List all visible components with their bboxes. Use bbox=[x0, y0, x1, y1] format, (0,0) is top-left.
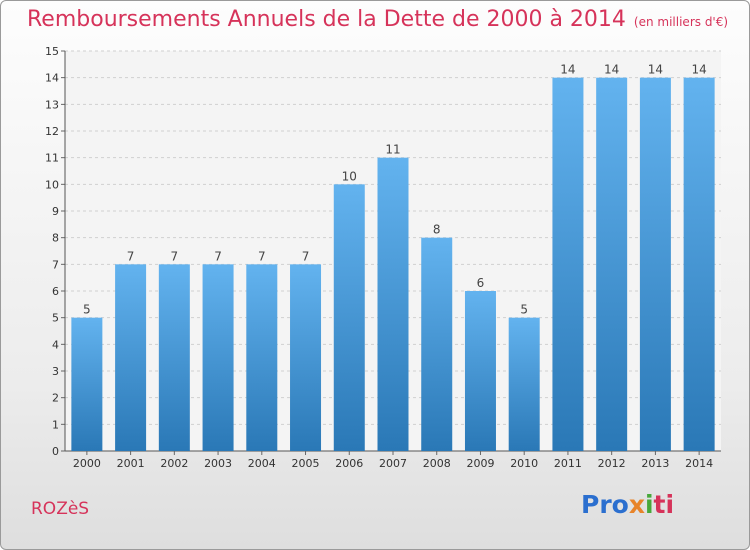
x-tick-label: 2007 bbox=[379, 457, 407, 470]
data-label: 7 bbox=[302, 249, 310, 263]
chart-unit: (en milliers d'€) bbox=[633, 15, 729, 29]
proxiti-logo[interactable]: Proxiti bbox=[581, 490, 674, 519]
bar bbox=[202, 264, 234, 451]
data-label: 14 bbox=[560, 63, 575, 77]
x-tick-label: 2013 bbox=[641, 457, 669, 470]
x-tick-label: 2005 bbox=[292, 457, 320, 470]
y-tick-label: 3 bbox=[52, 365, 59, 378]
bar bbox=[377, 157, 409, 451]
y-tick-label: 7 bbox=[52, 258, 59, 271]
chart-title-text: Remboursements Annuels de la Dette de 20… bbox=[27, 7, 626, 32]
x-tick-label: 2001 bbox=[117, 457, 145, 470]
bar bbox=[421, 237, 453, 451]
logo-part: Pro bbox=[581, 490, 629, 519]
bar bbox=[290, 264, 322, 451]
commune-name: ROZèS bbox=[31, 499, 90, 519]
bar bbox=[639, 77, 671, 452]
bar bbox=[158, 264, 190, 451]
x-tick-label: 2009 bbox=[466, 457, 494, 470]
data-label: 8 bbox=[433, 223, 441, 237]
x-tick-label: 2004 bbox=[248, 457, 276, 470]
x-tick-label: 2006 bbox=[335, 457, 363, 470]
y-tick-label: 10 bbox=[45, 178, 59, 191]
bar bbox=[464, 291, 496, 451]
bar bbox=[246, 264, 278, 451]
x-tick-label: 2002 bbox=[160, 457, 188, 470]
x-tick-label: 2014 bbox=[685, 457, 713, 470]
data-label: 5 bbox=[520, 303, 528, 317]
logo-part: ti bbox=[653, 490, 675, 519]
bar bbox=[596, 77, 628, 452]
logo-part: i bbox=[644, 490, 654, 519]
bar bbox=[71, 317, 103, 451]
data-label: 6 bbox=[477, 276, 485, 290]
x-tick-label: 2010 bbox=[510, 457, 538, 470]
bar bbox=[508, 317, 540, 451]
bar bbox=[115, 264, 147, 451]
data-label: 7 bbox=[214, 249, 222, 263]
y-tick-label: 2 bbox=[52, 392, 59, 405]
data-label: 7 bbox=[258, 249, 266, 263]
data-label: 10 bbox=[342, 169, 357, 183]
bar bbox=[552, 77, 584, 452]
y-tick-label: 4 bbox=[52, 338, 59, 351]
data-label: 14 bbox=[604, 63, 619, 77]
y-tick-label: 6 bbox=[52, 285, 59, 298]
y-tick-label: 13 bbox=[45, 98, 59, 111]
bar bbox=[683, 77, 715, 452]
x-tick-label: 2011 bbox=[554, 457, 582, 470]
y-tick-label: 14 bbox=[45, 72, 59, 85]
y-tick-label: 9 bbox=[52, 205, 59, 218]
y-tick-label: 8 bbox=[52, 232, 59, 245]
data-label: 14 bbox=[691, 63, 706, 77]
y-tick-label: 12 bbox=[45, 125, 59, 138]
y-tick-label: 1 bbox=[52, 418, 59, 431]
x-tick-label: 2008 bbox=[423, 457, 451, 470]
y-tick-label: 11 bbox=[45, 152, 59, 165]
bar bbox=[333, 184, 365, 452]
data-label: 7 bbox=[171, 249, 179, 263]
y-tick-label: 15 bbox=[45, 45, 59, 58]
data-label: 14 bbox=[648, 63, 663, 77]
logo-part: x bbox=[628, 490, 645, 519]
chart-title: Remboursements Annuels de la Dette de 20… bbox=[27, 7, 728, 32]
x-tick-label: 2003 bbox=[204, 457, 232, 470]
data-label: 11 bbox=[385, 143, 400, 157]
data-label: 5 bbox=[83, 303, 91, 317]
x-tick-label: 2012 bbox=[598, 457, 626, 470]
y-tick-label: 5 bbox=[52, 312, 59, 325]
x-tick-label: 2000 bbox=[73, 457, 101, 470]
y-tick-label: 0 bbox=[52, 445, 59, 458]
data-label: 7 bbox=[127, 249, 135, 263]
